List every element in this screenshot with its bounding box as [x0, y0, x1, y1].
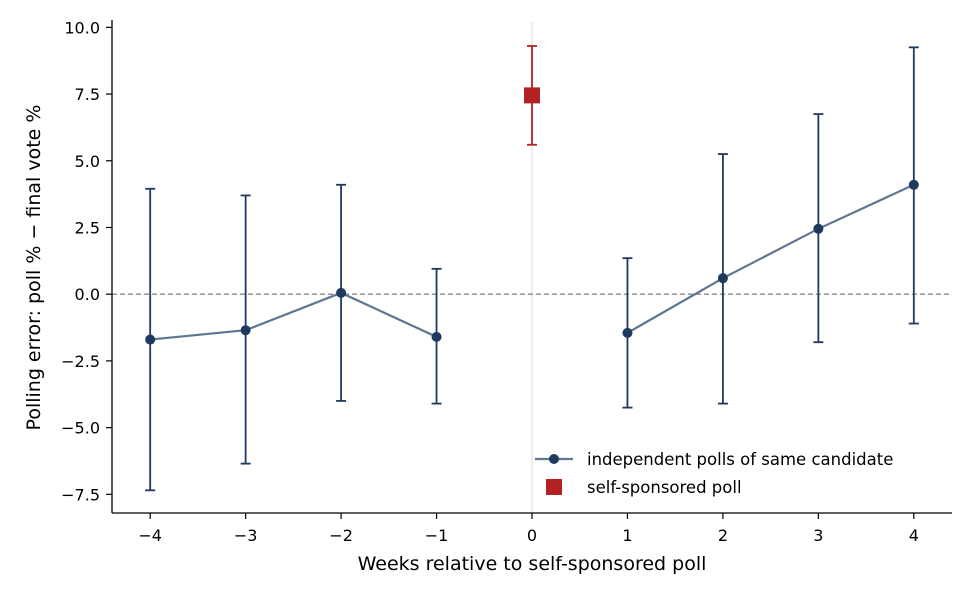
independent-poll-point: [145, 334, 156, 345]
independent-poll-point: [908, 179, 919, 190]
x-tick-label: −1: [425, 526, 449, 545]
independent-poll-line: [626, 183, 915, 334]
x-tick-label: 1: [622, 526, 632, 545]
y-tick-label: 7.5: [75, 85, 100, 104]
x-tick-label: −4: [138, 526, 162, 545]
tick-labels: −4 −3 −2 −1 0 1 2 3 4 10.0 7.5 5.0 2.5 0.0 −2.5 −5.0 −7.…: [61, 18, 919, 545]
y-axis-title: Polling error: poll % − final vote %: [23, 105, 45, 431]
self-sponsored-point: [524, 87, 540, 104]
y-tick-label: 0.0: [75, 285, 100, 304]
independent-poll-point: [717, 273, 728, 284]
y-tick-label: −2.5: [61, 352, 100, 371]
x-tick-label: −3: [234, 526, 258, 545]
x-tick-label: −2: [329, 526, 353, 545]
legend-swatch-square: [546, 479, 562, 495]
independent-poll-point: [813, 223, 824, 234]
x-tick-label: 3: [813, 526, 823, 545]
y-tick-label: 10.0: [64, 18, 100, 37]
y-tick-label: −5.0: [61, 419, 100, 438]
x-tick-label: 4: [909, 526, 919, 545]
x-axis-title: Weeks relative to self-sponsored poll: [358, 553, 707, 575]
independent-poll-point: [622, 327, 633, 338]
y-tick-label: 5.0: [75, 152, 100, 171]
data-series: [145, 45, 919, 492]
independent-poll-point: [336, 287, 347, 298]
y-tick-label: 2.5: [75, 218, 100, 237]
legend-label-self-sponsored: self-sponsored poll: [587, 478, 742, 497]
legend: independent polls of same candidate self…: [535, 450, 893, 497]
independent-poll-line: [150, 291, 438, 341]
legend-swatch-circle: [549, 454, 559, 464]
y-tick-label: −7.5: [61, 485, 100, 504]
x-tick-label: 2: [718, 526, 728, 545]
independent-poll-point: [240, 325, 251, 336]
legend-label-independent: independent polls of same candidate: [587, 450, 893, 469]
x-tick-label: 0: [527, 526, 537, 545]
independent-poll-point: [431, 331, 442, 342]
